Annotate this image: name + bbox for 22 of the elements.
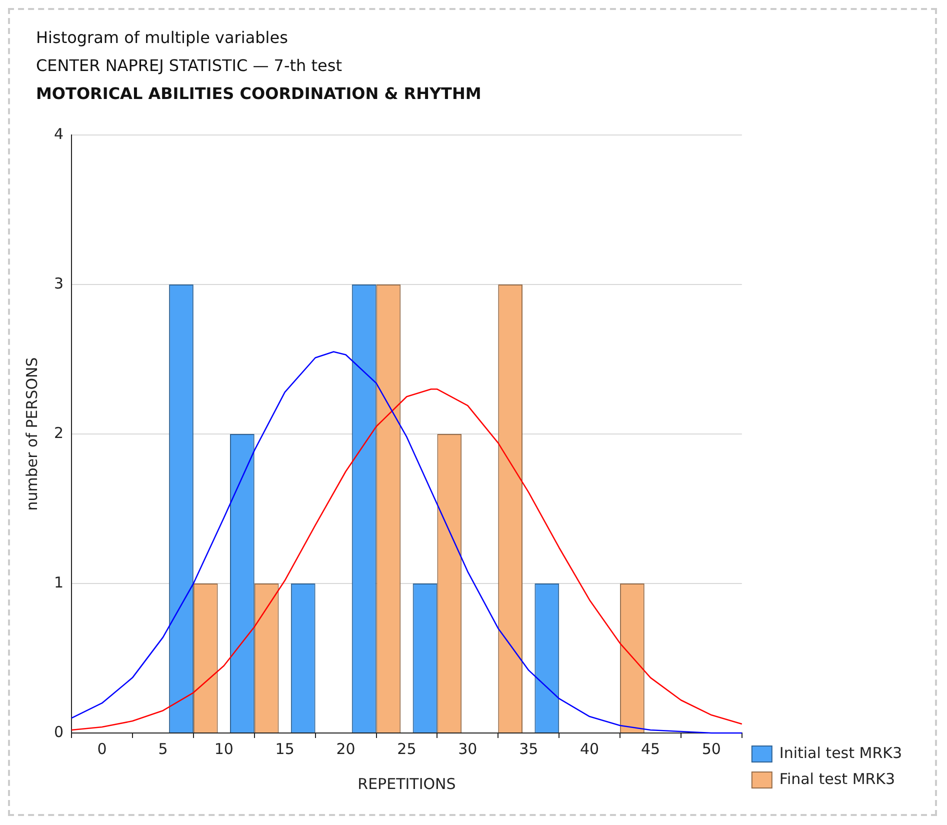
y-tick-label: 4 [54, 124, 64, 143]
chart-subtitle: CENTER NAPREJ STATISTIC — 7-th test MOTORICAL ABILITIES COORDINATION & RHYTHM [36, 55, 482, 105]
x-tick-label: 0 [97, 740, 107, 758]
chart-title: Histogram of multiple variables [36, 27, 289, 49]
x-tick-label: 20 [336, 740, 356, 758]
y-tick-label: 2 [54, 424, 64, 442]
y-axis-title: number of PERSONS [22, 357, 41, 511]
y-tick-label: 3 [54, 274, 64, 292]
x-tick-label: 10 [214, 740, 234, 758]
x-tick-label: 40 [580, 740, 600, 758]
y-tick-label: 0 [54, 722, 64, 741]
x-tick-label: 35 [519, 740, 538, 758]
x-tick-label: 25 [397, 740, 416, 758]
y-tick-label: 1 [54, 573, 64, 592]
legend-label: Final test MRK3 [779, 770, 896, 788]
x-tick-label: 50 [702, 740, 721, 758]
x-tick-label: 30 [458, 740, 478, 758]
legend-label: Initial test MRK3 [779, 744, 902, 762]
x-tick-label: 45 [640, 740, 660, 758]
x-axis-title: REPETITIONS [358, 774, 456, 793]
x-tick-label: 15 [275, 740, 294, 758]
x-tick-label: 5 [158, 740, 168, 758]
